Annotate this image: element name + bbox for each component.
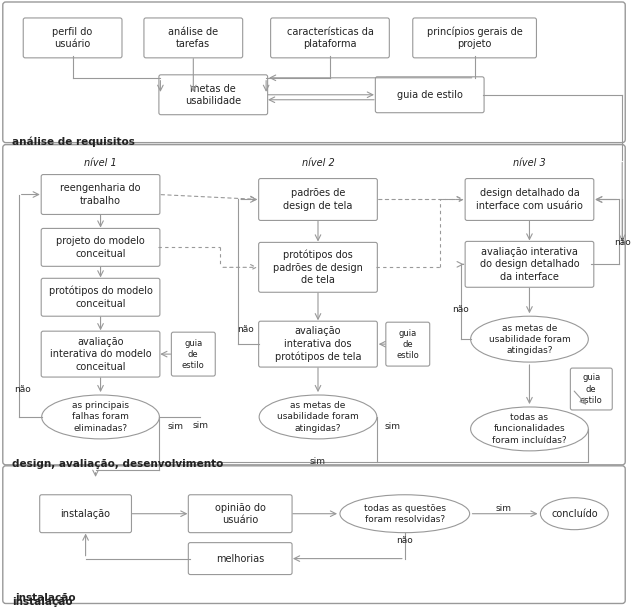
FancyBboxPatch shape [171, 332, 215, 376]
Text: não: não [15, 384, 31, 393]
Text: reengenharia do
trabalho: reengenharia do trabalho [60, 184, 141, 206]
Text: nível 2: nível 2 [302, 157, 335, 168]
Text: instalação: instalação [15, 594, 76, 603]
FancyBboxPatch shape [144, 18, 243, 58]
Text: guia
de
estilo: guia de estilo [182, 339, 204, 370]
Text: concluído: concluído [551, 509, 598, 518]
Ellipse shape [340, 495, 470, 533]
Text: nível 3: nível 3 [513, 157, 546, 168]
Text: sim: sim [310, 458, 326, 466]
FancyBboxPatch shape [40, 495, 131, 533]
Text: guia de estilo: guia de estilo [397, 90, 463, 100]
Text: princípios gerais de
projeto: princípios gerais de projeto [427, 26, 523, 49]
Text: sim: sim [385, 423, 401, 431]
FancyBboxPatch shape [413, 18, 537, 58]
FancyBboxPatch shape [41, 174, 160, 215]
Ellipse shape [471, 316, 588, 362]
FancyBboxPatch shape [465, 242, 594, 287]
Text: perfil do
usuário: perfil do usuário [53, 27, 93, 49]
Text: design detalhado da
interface com usuário: design detalhado da interface com usuári… [476, 188, 583, 210]
FancyBboxPatch shape [258, 179, 377, 220]
Ellipse shape [540, 498, 608, 529]
Text: características da
plataforma: características da plataforma [286, 27, 373, 49]
Text: não: não [614, 238, 631, 247]
Text: sim: sim [168, 423, 184, 431]
Text: nível 1: nível 1 [84, 157, 117, 168]
Text: sim: sim [192, 422, 208, 431]
Text: melhorias: melhorias [216, 554, 264, 564]
Text: análise de
tarefas: análise de tarefas [168, 27, 218, 49]
Text: avaliação
interativa dos
protótipos de tela: avaliação interativa dos protótipos de t… [275, 326, 361, 362]
FancyBboxPatch shape [41, 331, 160, 377]
Text: guia
de
estilo: guia de estilo [396, 329, 419, 360]
Text: guia
de
estilo: guia de estilo [580, 373, 603, 404]
Text: protótipos dos
padrões de design
de tela: protótipos dos padrões de design de tela [273, 249, 363, 285]
Text: não: não [237, 325, 253, 334]
Text: todas as questões
foram resolvidas?: todas as questões foram resolvidas? [364, 504, 446, 524]
FancyBboxPatch shape [3, 145, 625, 465]
Ellipse shape [42, 395, 159, 439]
Text: as metas de
usabilidade foram
atingidas?: as metas de usabilidade foram atingidas? [277, 401, 359, 432]
Text: opinião do
usuário: opinião do usuário [215, 503, 265, 525]
Text: não: não [396, 536, 413, 545]
FancyBboxPatch shape [159, 75, 267, 115]
FancyBboxPatch shape [41, 228, 160, 267]
Text: avaliação
interativa do modelo
conceitual: avaliação interativa do modelo conceitua… [50, 337, 151, 371]
FancyBboxPatch shape [258, 242, 377, 292]
Text: instalação: instalação [60, 509, 110, 518]
FancyBboxPatch shape [570, 368, 612, 410]
Text: metas de
usabilidade: metas de usabilidade [185, 84, 241, 106]
Text: não: não [452, 305, 469, 314]
FancyBboxPatch shape [3, 466, 625, 603]
Text: as principais
falhas foram
eliminadas?: as principais falhas foram eliminadas? [72, 401, 129, 432]
Text: todas as
funcionalidades
foram incluídas?: todas as funcionalidades foram incluídas… [492, 414, 567, 445]
Text: padrões de
design de tela: padrões de design de tela [283, 188, 352, 210]
FancyBboxPatch shape [271, 18, 389, 58]
Text: instalação: instalação [12, 598, 72, 608]
Text: as metas de
usabilidade foram
atingidas?: as metas de usabilidade foram atingidas? [488, 323, 570, 355]
Text: sim: sim [495, 504, 512, 513]
FancyBboxPatch shape [23, 18, 122, 58]
Text: design, avaliação, desenvolvimento: design, avaliação, desenvolvimento [12, 459, 223, 469]
Text: projeto do modelo
conceitual: projeto do modelo conceitual [56, 236, 145, 259]
FancyBboxPatch shape [41, 278, 160, 316]
FancyBboxPatch shape [189, 495, 292, 533]
FancyBboxPatch shape [258, 321, 377, 367]
Text: avaliação interativa
do design detalhado
da interface: avaliação interativa do design detalhado… [479, 247, 579, 282]
FancyBboxPatch shape [375, 77, 484, 113]
Text: análise de requisitos: análise de requisitos [12, 137, 135, 147]
FancyBboxPatch shape [3, 2, 625, 143]
FancyBboxPatch shape [189, 543, 292, 575]
FancyBboxPatch shape [386, 322, 430, 366]
Ellipse shape [259, 395, 377, 439]
Text: protótipos do modelo
conceitual: protótipos do modelo conceitual [49, 286, 152, 309]
Ellipse shape [471, 407, 588, 451]
FancyBboxPatch shape [465, 179, 594, 220]
